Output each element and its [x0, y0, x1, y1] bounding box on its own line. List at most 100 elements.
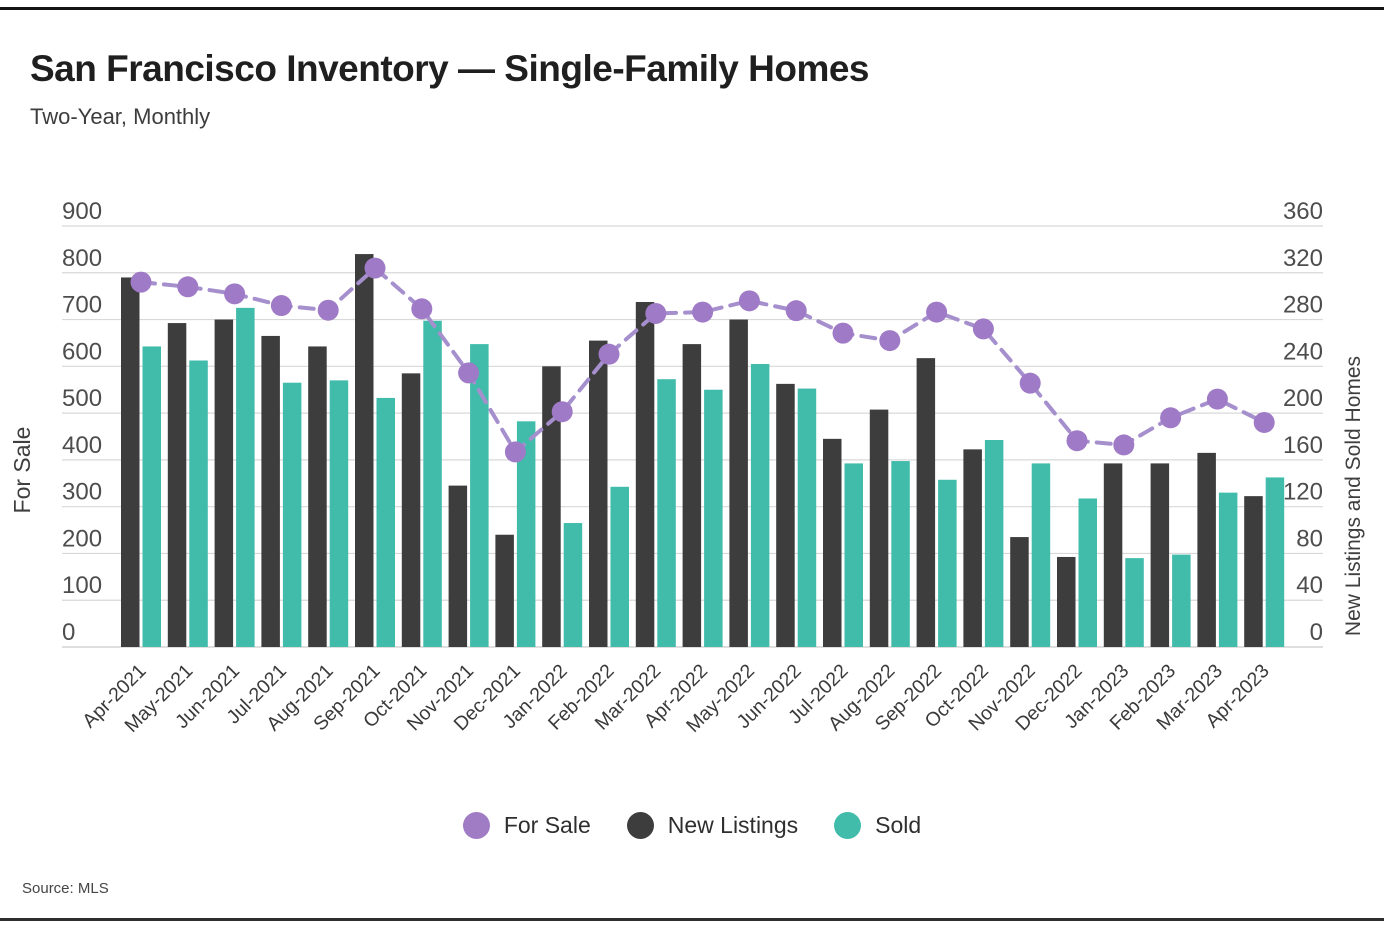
- point-for-sale: [879, 330, 901, 352]
- point-for-sale: [504, 441, 526, 463]
- left-axis-tick-label: 300: [62, 479, 102, 506]
- bar-new-listings: [495, 534, 514, 647]
- point-for-sale: [177, 276, 199, 298]
- bar-sold: [423, 320, 442, 647]
- bar-sold: [844, 463, 863, 647]
- bar-new-listings: [1197, 452, 1216, 647]
- left-axis-title: For Sale: [9, 427, 35, 514]
- bar-sold: [1125, 558, 1144, 647]
- for-sale-swatch-icon: [462, 812, 490, 839]
- point-for-sale: [458, 362, 480, 384]
- bar-new-listings: [1010, 537, 1029, 647]
- left-axis-tick-label: 400: [62, 432, 102, 459]
- sold-swatch-icon: [834, 812, 862, 839]
- point-for-sale: [832, 322, 854, 344]
- bar-new-listings: [823, 438, 842, 647]
- legend-item-new-listings: New Listings: [626, 812, 799, 839]
- bar-new-listings: [635, 302, 655, 647]
- bar-sold: [610, 486, 629, 647]
- point-for-sale: [692, 301, 714, 323]
- bar-new-listings: [448, 485, 468, 647]
- bar-new-listings: [1057, 556, 1076, 647]
- point-for-sale: [598, 343, 620, 365]
- bar-sold: [1172, 554, 1191, 647]
- point-for-sale: [551, 401, 573, 423]
- bar-new-listings: [589, 340, 608, 647]
- bar-sold: [470, 344, 489, 647]
- left-axis-tick-label: 500: [62, 385, 102, 412]
- right-axis-tick-label: 200: [1283, 385, 1323, 412]
- left-axis-tick-label: 800: [62, 245, 102, 272]
- bar-sold: [329, 380, 349, 647]
- point-for-sale: [364, 257, 386, 279]
- point-for-sale: [785, 300, 807, 322]
- bar-sold: [1031, 463, 1051, 647]
- legend-item-sold: Sold: [834, 812, 921, 839]
- left-axis-tick-label: 0: [62, 619, 75, 646]
- right-axis-tick-label: 360: [1283, 198, 1323, 225]
- point-for-sale: [270, 295, 292, 317]
- bar-new-listings: [682, 344, 702, 647]
- legend-label: For Sale: [503, 812, 591, 838]
- right-axis-title: New Listings and Sold Homes: [1342, 356, 1365, 636]
- left-axis-tick-label: 100: [62, 572, 102, 599]
- bar-new-listings: [355, 254, 374, 648]
- top-border-rule: [0, 7, 1384, 10]
- left-axis-tick-label: 600: [62, 338, 102, 365]
- right-axis-tick-label: 80: [1296, 525, 1323, 552]
- point-for-sale: [972, 318, 994, 340]
- bar-sold: [142, 346, 161, 647]
- point-for-sale: [411, 298, 433, 320]
- point-for-sale: [738, 290, 760, 312]
- legend-label: New Listings: [667, 812, 799, 838]
- point-for-sale: [130, 271, 152, 293]
- point-for-sale: [645, 302, 667, 324]
- right-axis-tick-label: 160: [1283, 432, 1323, 459]
- left-axis-tick-label: 900: [62, 198, 102, 225]
- bar-sold: [236, 307, 255, 647]
- bar-new-listings: [916, 358, 936, 647]
- bar-sold: [938, 479, 957, 647]
- point-for-sale: [1066, 430, 1088, 452]
- right-axis-tick-label: 240: [1283, 338, 1323, 365]
- right-axis-tick-label: 280: [1283, 292, 1323, 319]
- point-for-sale: [1160, 407, 1182, 429]
- bar-sold: [1265, 477, 1285, 647]
- right-axis-tick-label: 0: [1310, 619, 1323, 646]
- bar-new-listings: [308, 346, 327, 647]
- bar-new-listings: [1150, 463, 1170, 647]
- new-listings-swatch-icon: [626, 812, 654, 839]
- bar-new-listings: [167, 323, 187, 647]
- left-axis-tick-label: 200: [62, 525, 102, 552]
- bar-new-listings: [869, 409, 889, 647]
- bar-sold: [1078, 498, 1097, 647]
- bar-new-listings: [261, 335, 280, 647]
- source-note: Source: MLS: [22, 880, 109, 897]
- bar-sold: [376, 397, 395, 647]
- bar-new-listings: [1103, 463, 1123, 647]
- bar-sold: [1218, 492, 1238, 647]
- bottom-border-rule: [0, 918, 1384, 921]
- right-axis-tick-label: 320: [1283, 245, 1323, 272]
- bar-new-listings: [401, 373, 421, 647]
- bar-new-listings: [963, 449, 982, 647]
- bar-sold: [984, 440, 1004, 647]
- bar-sold: [282, 382, 302, 647]
- bar-new-listings: [214, 319, 234, 647]
- bar-new-listings: [121, 277, 140, 647]
- right-axis-tick-label: 120: [1283, 479, 1323, 506]
- chart-title: San Francisco Inventory — Single-Family …: [30, 48, 870, 89]
- bar-sold: [563, 523, 583, 647]
- point-for-sale: [926, 301, 948, 323]
- left-axis-tick-label: 700: [62, 292, 102, 319]
- bar-sold: [657, 379, 676, 647]
- point-for-sale: [1019, 372, 1041, 394]
- legend-item-for-sale: For Sale: [462, 812, 591, 839]
- bar-sold: [797, 388, 817, 647]
- point-for-sale: [1206, 388, 1228, 410]
- bar-new-listings: [1244, 496, 1263, 647]
- bar-sold: [704, 389, 723, 647]
- point-for-sale: [224, 283, 246, 305]
- bar-sold: [891, 461, 910, 647]
- point-for-sale: [1253, 411, 1275, 433]
